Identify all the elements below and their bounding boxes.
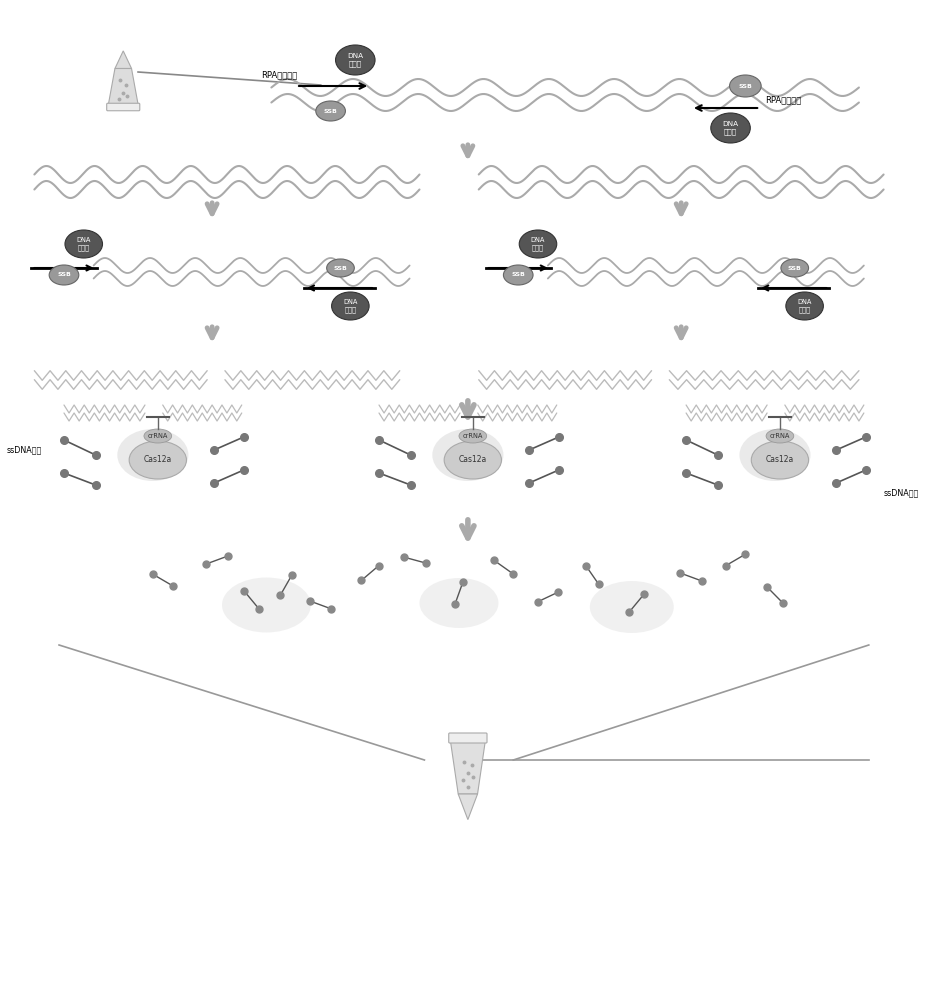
Ellipse shape	[751, 441, 807, 479]
Ellipse shape	[729, 75, 760, 97]
Text: DNA
聚合酶: DNA 聚合酶	[796, 299, 811, 313]
Ellipse shape	[326, 259, 354, 277]
Ellipse shape	[502, 265, 532, 285]
Ellipse shape	[590, 581, 673, 633]
Ellipse shape	[117, 429, 188, 481]
Text: DNA
聚合酶: DNA 聚合酶	[343, 299, 357, 313]
Text: SSB: SSB	[324, 109, 337, 114]
Text: crRNA: crRNA	[463, 433, 482, 439]
Text: ssDNA信标: ssDNA信标	[7, 446, 43, 454]
Ellipse shape	[781, 259, 807, 277]
Ellipse shape	[785, 292, 822, 320]
FancyBboxPatch shape	[107, 103, 140, 111]
Ellipse shape	[710, 113, 750, 143]
Ellipse shape	[459, 429, 486, 443]
Text: ssDNA信标: ssDNA信标	[883, 488, 918, 497]
Text: crRNA: crRNA	[768, 433, 789, 439]
Polygon shape	[108, 68, 138, 104]
Text: DNA
聚合酶: DNA 聚合酶	[76, 237, 91, 251]
Text: RPA下游引物: RPA下游引物	[764, 96, 801, 104]
Text: Cas12a: Cas12a	[144, 456, 171, 464]
Text: DNA
聚合酶: DNA 聚合酶	[347, 53, 363, 67]
Text: RPA上游引物: RPA上游引物	[261, 70, 298, 80]
Ellipse shape	[65, 230, 102, 258]
Text: DNA
聚合酶: DNA 聚合酶	[722, 121, 738, 135]
Text: SSB: SSB	[57, 272, 70, 277]
Text: Cas12a: Cas12a	[458, 456, 487, 464]
Ellipse shape	[129, 441, 186, 479]
Ellipse shape	[144, 429, 171, 443]
Text: crRNA: crRNA	[147, 433, 168, 439]
Ellipse shape	[419, 578, 498, 628]
Text: SSB: SSB	[787, 265, 801, 270]
Ellipse shape	[519, 230, 556, 258]
FancyBboxPatch shape	[449, 733, 487, 743]
Ellipse shape	[766, 429, 793, 443]
Ellipse shape	[432, 429, 502, 481]
Polygon shape	[458, 794, 477, 820]
Ellipse shape	[739, 429, 809, 481]
Polygon shape	[115, 51, 132, 68]
Ellipse shape	[331, 292, 369, 320]
Ellipse shape	[315, 101, 345, 121]
Ellipse shape	[49, 265, 79, 285]
Polygon shape	[451, 742, 485, 794]
Text: SSB: SSB	[511, 272, 525, 277]
Text: SSB: SSB	[738, 84, 752, 89]
Text: Cas12a: Cas12a	[765, 456, 794, 464]
Ellipse shape	[336, 45, 375, 75]
Ellipse shape	[222, 578, 311, 633]
Text: SSB: SSB	[333, 265, 347, 270]
Text: DNA
聚合酶: DNA 聚合酶	[530, 237, 544, 251]
Ellipse shape	[444, 441, 501, 479]
